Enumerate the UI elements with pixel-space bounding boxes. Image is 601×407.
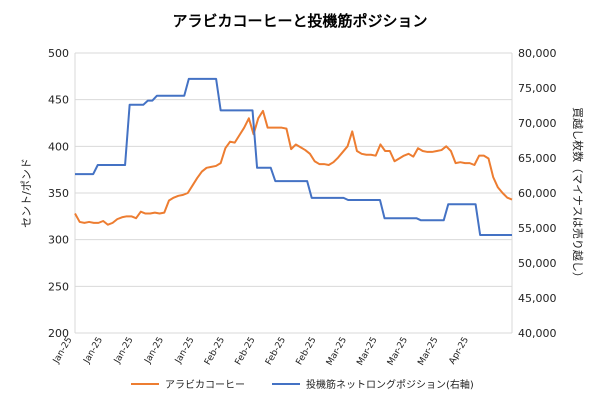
- x-tick-label: Jan-25: [143, 336, 166, 367]
- legend: アラビカコーヒー 投機筋ネットロングポジション(右軸): [131, 378, 474, 391]
- y-right-tick-label: 80,000: [518, 47, 557, 60]
- x-tick-label: Feb-25: [203, 336, 227, 368]
- y-axis-right-label: 買越し枚数（マイナスは売り越し）: [571, 107, 585, 283]
- x-tick-label: Feb-25: [295, 336, 319, 368]
- x-tick-label: Feb-25: [234, 336, 258, 368]
- x-tick-label: Jan-25: [82, 336, 105, 367]
- series-line-arabica: [74, 109, 513, 226]
- chart-title: アラビカコーヒーと投機筋ポジション: [172, 12, 427, 30]
- y-right-tick-label: 50,000: [518, 257, 557, 270]
- x-tick-label: Apr-25: [448, 336, 472, 367]
- legend-label-arabica: アラビカコーヒー: [165, 379, 245, 391]
- x-tick-label: Jan-25: [112, 336, 135, 367]
- axes: 200 250 300 350 400 450 500 40,000 45,000 50,000 5…: [48, 47, 557, 367]
- x-tick-label: Mar-25: [386, 336, 410, 368]
- y-left-tick-label: 250: [48, 280, 69, 293]
- y-right-tick-label: 40,000: [518, 327, 557, 340]
- x-tick-label: Mar-25: [325, 336, 349, 368]
- y-right-tick-label: 55,000: [518, 222, 557, 235]
- x-tick-label: Mar-25: [416, 336, 440, 368]
- y-right-tick-label: 65,000: [518, 152, 557, 165]
- y-left-tick-label: 450: [48, 94, 69, 107]
- gridlines: [75, 52, 512, 334]
- y-left-tick-label: 300: [48, 234, 69, 247]
- x-tick-label: Jan-25: [51, 336, 74, 367]
- y-left-tick-label: 500: [48, 47, 69, 60]
- x-tick-label: Jan-25: [173, 336, 196, 367]
- y-left-tick-label: 350: [48, 187, 69, 200]
- y-right-tick-label: 75,000: [518, 82, 557, 95]
- y-right-tick-label: 60,000: [518, 187, 557, 200]
- legend-label-net-position: 投機筋ネットロングポジション(右軸): [306, 378, 474, 391]
- y-left-tick-label: 400: [48, 140, 69, 153]
- y-left-tick-label: 200: [48, 327, 69, 340]
- series-layer: [74, 77, 513, 236]
- y-axis-left-label: セント/ポンド: [20, 158, 33, 228]
- series-line-net-position: [75, 77, 512, 236]
- y-right-tick-label: 70,000: [518, 117, 557, 130]
- y-right-tick-label: 45,000: [518, 292, 557, 305]
- x-tick-label: Feb-25: [264, 336, 288, 368]
- x-tick-label: Mar-25: [355, 336, 379, 368]
